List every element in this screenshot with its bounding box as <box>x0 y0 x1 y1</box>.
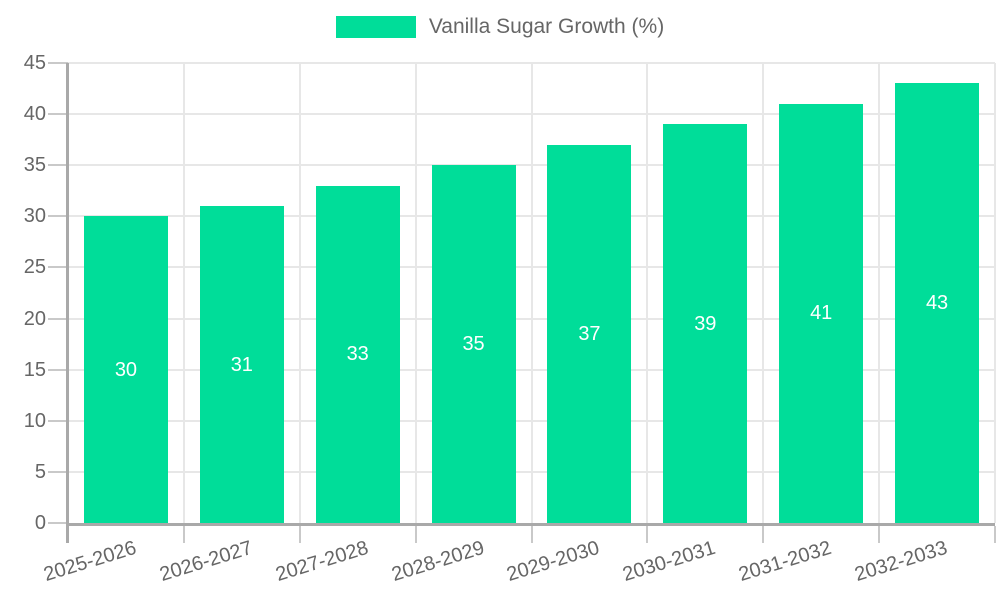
y-axis-tick <box>48 113 68 116</box>
bar-value-label: 33 <box>346 343 369 366</box>
bar-value-label: 37 <box>578 322 601 345</box>
x-axis-tick <box>646 526 649 543</box>
y-tick-label: 15 <box>23 358 46 381</box>
gridline <box>530 63 533 523</box>
y-tick-label: 35 <box>23 154 46 177</box>
bar-value-label: 39 <box>694 312 717 335</box>
bar-2026-2027[interactable] <box>199 206 284 523</box>
x-axis-line <box>66 523 995 526</box>
y-tick-label: 0 <box>34 512 46 534</box>
gridline <box>414 63 417 523</box>
y-tick-label: 20 <box>23 307 46 330</box>
bar-2029-2030[interactable] <box>547 144 632 523</box>
bar-2031-2032[interactable] <box>779 103 864 523</box>
y-tick-label: 10 <box>23 409 46 432</box>
x-axis-tick <box>878 526 881 543</box>
x-axis-tick <box>182 526 185 543</box>
bar-2032-2033[interactable] <box>895 83 980 523</box>
y-axis-tick <box>48 522 68 524</box>
bar-2027-2028[interactable] <box>315 185 400 523</box>
gridline <box>646 63 649 523</box>
y-axis-line <box>66 63 69 543</box>
y-tick-label: 25 <box>23 256 46 279</box>
y-axis-tick <box>48 317 68 320</box>
y-axis-tick <box>48 164 68 167</box>
legend-swatch <box>335 16 416 38</box>
x-axis-tick <box>298 526 301 543</box>
y-axis-tick <box>48 215 68 218</box>
x-axis-tick <box>414 526 417 543</box>
y-tick-label: 5 <box>34 460 46 483</box>
gridline <box>878 63 881 523</box>
gridline <box>298 63 301 523</box>
chart-legend: Vanilla Sugar Growth (%) <box>0 15 1000 39</box>
y-axis-tick <box>48 470 68 473</box>
bar-2030-2031[interactable] <box>663 124 748 523</box>
y-tick-label: 40 <box>23 103 46 126</box>
y-axis-tick <box>48 266 68 269</box>
bar-2028-2029[interactable] <box>431 165 516 523</box>
y-axis-tick <box>48 368 68 371</box>
x-axis-tick <box>530 526 533 543</box>
legend-label: Vanilla Sugar Growth (%) <box>428 15 665 38</box>
y-tick-label: 30 <box>23 205 46 228</box>
gridline <box>182 63 185 523</box>
bar-value-label: 35 <box>462 333 485 356</box>
bar-2025-2026[interactable] <box>83 216 168 523</box>
x-axis-tick <box>762 526 765 543</box>
gridline <box>762 63 765 523</box>
bar-value-label: 41 <box>810 302 833 325</box>
y-tick-label: 45 <box>23 52 46 74</box>
bar-value-label: 43 <box>925 292 949 315</box>
gridline <box>994 63 996 523</box>
y-axis-tick <box>48 62 68 64</box>
y-axis-tick <box>48 419 68 422</box>
x-axis-tick <box>994 526 996 543</box>
legend-item[interactable]: Vanilla Sugar Growth (%) <box>335 15 665 39</box>
bar-value-label: 30 <box>114 358 138 381</box>
bar-value-label: 31 <box>230 353 253 376</box>
